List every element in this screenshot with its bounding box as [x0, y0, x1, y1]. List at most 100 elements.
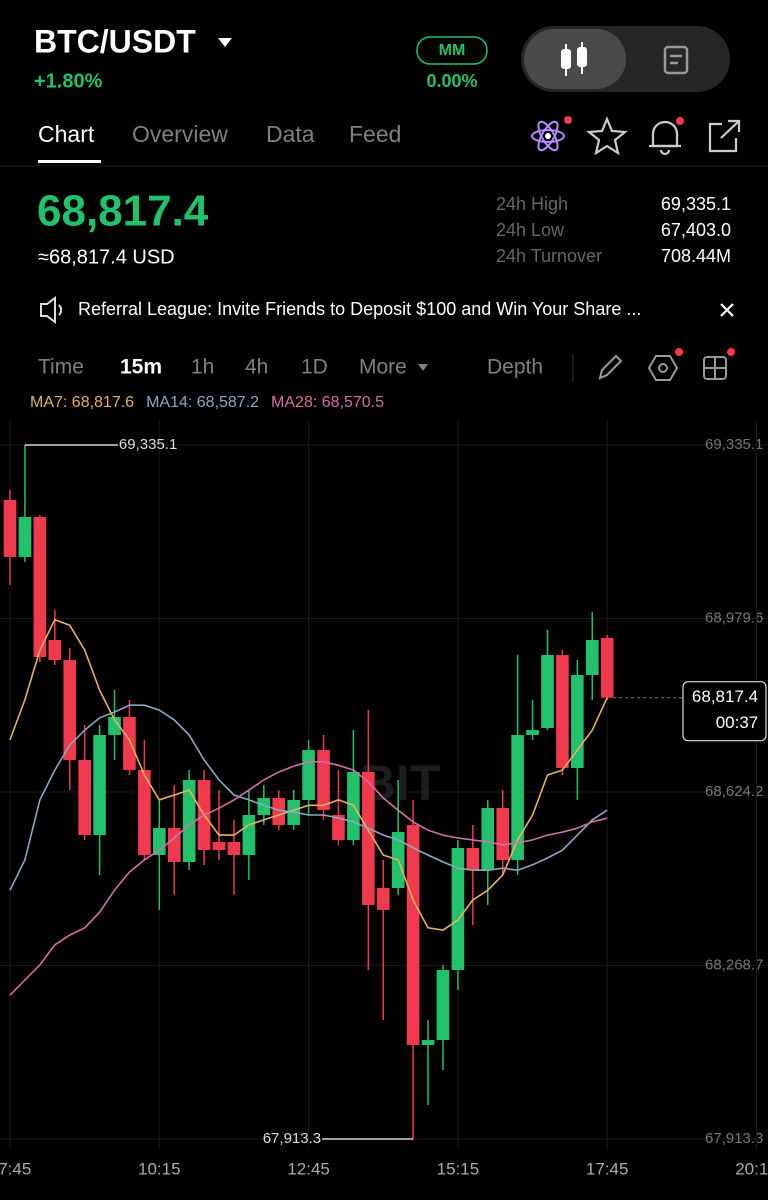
candle-body	[108, 716, 121, 735]
candle-body	[451, 847, 465, 971]
candle-body	[436, 970, 450, 1041]
interval-active[interactable]: 15m	[120, 356, 162, 379]
legend-entry: MA28: 68,570.5	[271, 394, 384, 411]
stat-label: 24h Low	[496, 220, 565, 240]
candle-body	[33, 516, 47, 657]
usd-price: ≈68,817.4 USD	[38, 246, 175, 268]
candle-body	[3, 500, 17, 558]
interval[interactable]: 4h	[245, 356, 268, 379]
layout-icon[interactable]	[703, 356, 727, 380]
y-tick-label: 69,335.1	[705, 436, 763, 453]
tab[interactable]: Data	[266, 121, 315, 147]
tab[interactable]: Overview	[132, 121, 228, 147]
interval[interactable]: 1D	[301, 356, 328, 379]
low-marker-label: 67,913.3	[263, 1130, 321, 1147]
notify-dot	[727, 348, 735, 356]
x-tick-label: 17:45	[586, 1159, 629, 1178]
candle-body	[93, 734, 106, 836]
mm-label: MM	[439, 42, 466, 59]
atom-icon[interactable]	[531, 119, 565, 153]
candle-body	[526, 730, 539, 735]
last-price: 68,817.4	[37, 187, 209, 236]
legend-entry: MA7: 68,817.6	[30, 394, 134, 411]
pencil-icon[interactable]	[598, 354, 623, 380]
candle-body	[123, 716, 136, 770]
x-tick-label: 20:15	[735, 1159, 768, 1178]
candle-body	[362, 771, 375, 905]
x-tick-label: 15:15	[437, 1159, 480, 1178]
candle-body	[332, 814, 345, 840]
candle-body	[63, 660, 77, 760]
candle-body	[167, 828, 181, 862]
chart: MA7: 68,817.6 MA14: 68,587.2 MA28: 68,570.…	[0, 394, 768, 1178]
toggle-active[interactable]	[524, 29, 626, 89]
interval[interactable]: More	[359, 356, 407, 379]
x-tick-label: 07:45	[0, 1159, 31, 1178]
candle-body	[242, 814, 256, 856]
stat-value: 708.44M	[661, 246, 731, 266]
candle-body	[257, 798, 271, 815]
candle-body	[212, 841, 226, 850]
candle-body	[302, 750, 315, 801]
legend-entry: MA14: 68,587.2	[146, 394, 259, 411]
candle-body	[600, 638, 614, 698]
ma-line	[9, 761, 608, 996]
interval[interactable]: 1h	[191, 356, 214, 379]
y-tick-label: 68,979.6	[705, 609, 763, 626]
candle-body	[481, 808, 495, 871]
candle-icon	[561, 42, 587, 76]
interval[interactable]: Time	[38, 356, 84, 379]
stat-value: 67,403.0	[661, 220, 731, 240]
candle-body	[138, 769, 151, 856]
high-marker-label: 69,335.1	[119, 436, 177, 453]
candle-body	[511, 734, 524, 860]
close-icon[interactable]	[720, 303, 734, 317]
speaker-icon	[40, 296, 63, 324]
stat-label: 24h High	[496, 194, 568, 214]
star-icon[interactable]	[586, 116, 628, 156]
tab-underline	[38, 160, 101, 163]
pair-caret[interactable]	[218, 38, 232, 47]
candle-body	[556, 654, 569, 768]
banner-text[interactable]: Referral League: Invite Friends to Depos…	[78, 299, 641, 319]
bell-icon[interactable]	[649, 120, 681, 156]
share-icon[interactable]	[708, 119, 741, 153]
notify-dot	[564, 116, 572, 124]
candle-body	[406, 824, 420, 1045]
candle-body	[227, 841, 241, 856]
candle-body	[18, 516, 32, 558]
tab[interactable]: Feed	[349, 121, 401, 147]
candle-body	[585, 640, 599, 675]
mm-value: 0.00%	[426, 71, 477, 91]
mm-badge[interactable]	[416, 36, 488, 65]
y-tick-label: 67,913.3	[705, 1130, 763, 1147]
candle-body	[466, 847, 480, 871]
tab[interactable]: Chart	[38, 121, 95, 147]
candle-body	[376, 888, 390, 910]
candle-body	[48, 640, 62, 661]
candle-body	[571, 674, 584, 768]
list-icon[interactable]	[663, 45, 689, 75]
depth-tab[interactable]: Depth	[487, 356, 543, 379]
candle-body	[496, 808, 509, 860]
stat-value: 69,335.1	[661, 194, 731, 214]
candle-body	[182, 779, 196, 862]
ma-line	[9, 618, 608, 932]
candle-body	[421, 1040, 435, 1045]
pair-title[interactable]: BTC/USDT	[34, 23, 196, 59]
notify-dot	[675, 348, 683, 356]
y-tick-label: 68,268.7	[705, 956, 763, 973]
candle-body	[317, 750, 330, 811]
pair-change: +1.80%	[34, 70, 103, 92]
stat-label: 24h Turnover	[496, 246, 602, 266]
x-tick-label: 12:45	[287, 1159, 330, 1178]
more-caret[interactable]	[418, 364, 428, 371]
notify-dot	[676, 117, 684, 125]
settings-icon[interactable]	[647, 355, 679, 381]
candle-body	[272, 798, 286, 825]
x-tick-label: 10:15	[138, 1159, 181, 1178]
last-price-label: 68,817.4	[692, 687, 758, 706]
